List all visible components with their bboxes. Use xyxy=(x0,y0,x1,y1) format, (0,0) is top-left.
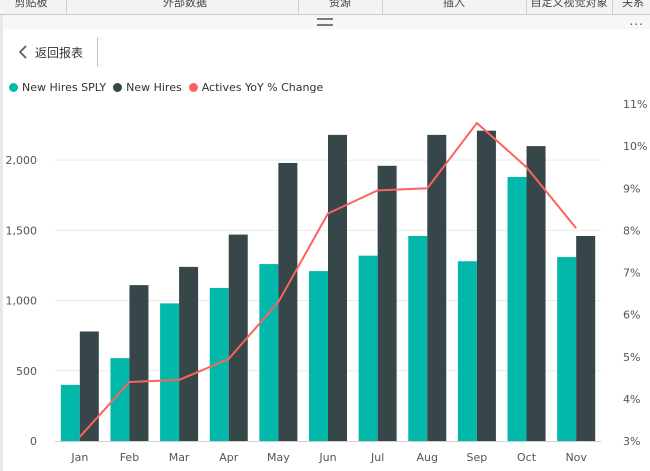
back-to-report-label: 返回报表 xyxy=(35,45,84,60)
y-right-tick-label: 6% xyxy=(623,309,640,322)
legend-label: Actives YoY % Change xyxy=(201,80,324,94)
bar-new-hires-sply xyxy=(507,177,527,441)
legend-label: New Hires xyxy=(126,80,182,94)
bar-new-hires xyxy=(526,146,546,441)
legend-dot xyxy=(188,82,198,92)
bar-new-hires-sply xyxy=(209,287,229,441)
bar-new-hires xyxy=(328,134,347,441)
bar-new-hires-sply xyxy=(408,235,428,441)
visual-header-strip: ... xyxy=(3,15,650,29)
chevron-left-icon xyxy=(18,45,27,59)
combo-chart: 0 500 1,000 1,500 2,000 3% 4% 5% 6% 7% 8% 9% 10% 11% J… xyxy=(6,98,648,464)
y-left-tick-label: 2,000 xyxy=(6,154,38,167)
line-actives-yoy-change xyxy=(79,122,577,438)
x-tick-label: Aug xyxy=(417,451,438,464)
bar-new-hires xyxy=(79,331,99,441)
bar-new-hires xyxy=(427,134,447,441)
x-tick-label: Feb xyxy=(120,451,139,464)
x-tick-label: Jun xyxy=(318,451,336,464)
bar-new-hires xyxy=(278,162,298,441)
x-tick-label: Mar xyxy=(169,451,190,464)
bar-new-hires xyxy=(179,266,199,441)
x-tick-label: May xyxy=(267,451,290,464)
ribbon-bar: 剪贴板 外部数据 资源 插入 自定义视觉对象 关系 xyxy=(0,0,650,15)
x-tick-label: Jan xyxy=(70,451,88,464)
bar-new-hires-sply xyxy=(60,384,80,441)
y-right-tick-label: 7% xyxy=(623,267,640,280)
x-tick-label: Sep xyxy=(467,451,488,464)
ribbon-group-custom-visuals[interactable]: 自定义视觉对象 xyxy=(526,0,613,14)
ribbon-group-clipboard[interactable]: 剪贴板 xyxy=(0,0,67,14)
legend-dot xyxy=(9,82,18,92)
y-right-tick-label: 9% xyxy=(623,182,640,195)
bar-new-hires xyxy=(228,234,248,441)
ribbon-group-insert[interactable]: 插入 xyxy=(382,0,527,14)
bar-new-hires xyxy=(576,235,596,441)
focus-mode-frame: ... 返回报表 New Hires SPLY New Hires Active… xyxy=(3,15,650,471)
bar-new-hires-sply xyxy=(309,271,328,441)
y-right-tick-label: 4% xyxy=(623,393,640,406)
x-tick-label: Jul xyxy=(370,451,384,464)
bar-new-hires xyxy=(377,165,397,442)
ribbon-group-resources[interactable]: 资源 xyxy=(298,0,383,14)
y-left-tick-label: 1,500 xyxy=(6,224,38,237)
y-left-tick-label: 500 xyxy=(16,365,37,378)
toolbar-divider xyxy=(97,37,98,67)
y-right-tick-label: 10% xyxy=(623,140,647,153)
bar-new-hires xyxy=(476,130,496,441)
legend-item-new-hires[interactable]: New Hires xyxy=(113,81,182,94)
legend-item-sply[interactable]: New Hires SPLY xyxy=(9,81,106,94)
chart-legend: New Hires SPLY New Hires Actives YoY % C… xyxy=(9,80,330,94)
bar-new-hires-sply xyxy=(557,257,577,441)
x-tick-label: Oct xyxy=(517,451,537,464)
x-tick-label: Apr xyxy=(219,451,239,464)
ribbon-group-relationships[interactable]: 关系 xyxy=(622,0,644,9)
more-options-icon[interactable]: ... xyxy=(629,14,644,28)
bar-new-hires-sply xyxy=(358,255,378,441)
legend-item-actives-yoy[interactable]: Actives YoY % Change xyxy=(188,80,324,94)
back-to-report-button[interactable]: 返回报表 xyxy=(17,39,83,65)
bar-new-hires-sply xyxy=(457,261,477,441)
drag-handle-icon[interactable] xyxy=(317,18,333,26)
bar-new-hires-sply xyxy=(110,358,130,441)
legend-dot xyxy=(113,82,123,92)
x-tick-label: Nov xyxy=(565,451,587,464)
bar-new-hires xyxy=(129,285,149,441)
y-left-tick-label: 0 xyxy=(30,435,37,448)
y-left-tick-label: 1,000 xyxy=(6,295,38,308)
ribbon-group-external-data[interactable]: 外部数据 xyxy=(72,0,299,14)
y-right-tick-label: 5% xyxy=(623,351,640,364)
bar-new-hires-sply xyxy=(259,264,279,441)
legend-label: New Hires SPLY xyxy=(22,80,107,94)
y-right-tick-label: 8% xyxy=(623,224,640,237)
y-right-tick-label: 11% xyxy=(623,98,647,111)
bar-new-hires-sply xyxy=(160,303,180,441)
y-right-tick-label: 3% xyxy=(623,435,640,448)
